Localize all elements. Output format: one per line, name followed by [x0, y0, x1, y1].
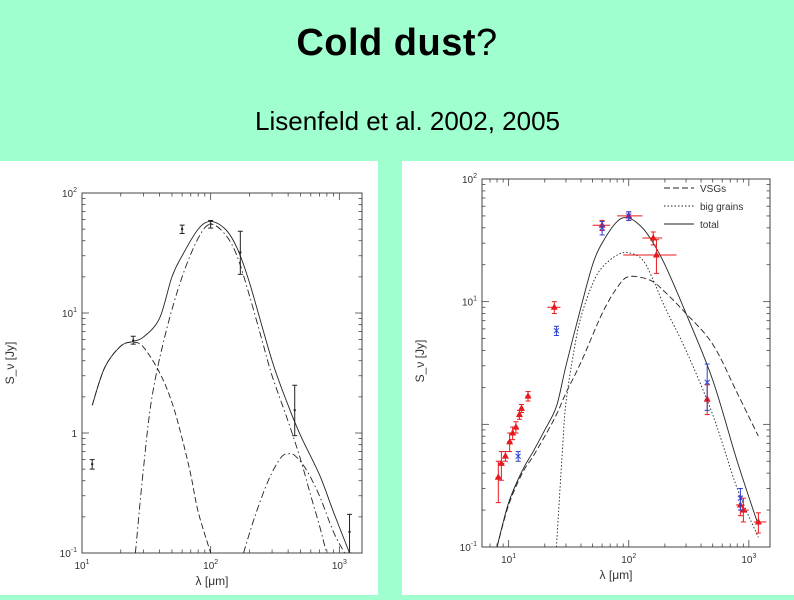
- red-triangle-point: [501, 452, 509, 459]
- x-tick-label: 103: [332, 559, 347, 572]
- x-tick-label: 101: [501, 553, 516, 566]
- x-tick-label: 102: [203, 559, 218, 572]
- x-tick-label: 103: [741, 553, 756, 566]
- legend-label: total: [700, 220, 719, 231]
- slide-title-main: Cold dust: [296, 22, 477, 64]
- red-triangle-point: [754, 517, 762, 525]
- slide-title-question: ?: [476, 22, 498, 64]
- series-line-0: [91, 341, 212, 553]
- data-point: [293, 408, 296, 412]
- data-point: [239, 251, 242, 254]
- series-line-VSGs: [496, 275, 759, 547]
- red-triangle-point: [494, 473, 502, 480]
- plot-frame: [481, 178, 771, 548]
- y-tick-label: 102: [462, 173, 477, 186]
- series-line-3: [91, 220, 350, 553]
- slide-title: Cold dust?: [0, 22, 794, 65]
- series-line-1: [134, 223, 328, 553]
- blue-cross-point: [599, 224, 605, 231]
- y-tick-label: 101: [462, 296, 477, 309]
- legend-label: big grains: [700, 202, 743, 213]
- data-point: [90, 462, 94, 466]
- x-axis-label: λ [μm]: [196, 574, 229, 588]
- red-triangle-point: [649, 234, 657, 241]
- series-line-total: [496, 217, 759, 547]
- chart-panel-left: 101 102 103 10-1 1 101 102 λ [μm] S_ν [Jy]: [0, 161, 378, 595]
- data-point: [180, 227, 184, 231]
- x-tick-label: 102: [621, 553, 636, 566]
- red-triangle-point: [509, 428, 517, 436]
- red-triangle-point: [739, 506, 747, 513]
- red-triangle-point: [515, 410, 523, 418]
- y-tick-label: 10-1: [60, 547, 77, 560]
- y-axis-label: S_ν [Jy]: [3, 342, 17, 385]
- y-tick-label: 102: [62, 187, 77, 200]
- sed-chart-right: 101 102 103 10-1 101 102 λ [μm] S_ν [Jy] VSGs big…: [413, 173, 771, 582]
- y-tick-label: 1: [71, 429, 77, 440]
- data-point: [132, 339, 135, 342]
- plot-area: [89, 219, 353, 553]
- x-tick-label: 101: [74, 559, 89, 572]
- x-axis-label: λ [μm]: [600, 568, 633, 582]
- blue-cross-point: [515, 453, 522, 460]
- red-triangle-point: [506, 437, 514, 445]
- sed-chart-left: 101 102 103 10-1 1 101 102 λ [μm] S_ν [Jy]: [3, 187, 363, 588]
- blue-cross-point: [625, 213, 632, 219]
- data-point: [348, 530, 351, 534]
- data-point: [209, 222, 212, 226]
- series-line-2: [243, 453, 346, 553]
- y-tick-label: 10-1: [460, 541, 477, 554]
- red-triangle-point: [518, 404, 526, 411]
- plot-area: [494, 211, 767, 547]
- red-triangle-point: [512, 423, 520, 430]
- y-axis-label: S_ν [Jy]: [413, 340, 427, 383]
- blue-cross-point: [737, 495, 744, 502]
- red-triangle-point: [497, 459, 505, 466]
- series-line-big-grains: [555, 252, 759, 547]
- legend-label: VSGs: [700, 184, 726, 195]
- red-triangle-point: [524, 392, 532, 399]
- blue-cross-point: [553, 327, 560, 334]
- blue-cross-point: [704, 379, 711, 386]
- red-triangle-point: [550, 303, 558, 310]
- y-tick-label: 101: [62, 307, 77, 320]
- red-triangle-point: [652, 251, 660, 258]
- chart-panel-right: 101 102 103 10-1 101 102 λ [μm] S_ν [Jy] VSGs big…: [402, 161, 794, 595]
- slide-subtitle: Lisenfeld et al. 2002, 2005: [255, 106, 561, 136]
- plot-frame: [81, 192, 363, 554]
